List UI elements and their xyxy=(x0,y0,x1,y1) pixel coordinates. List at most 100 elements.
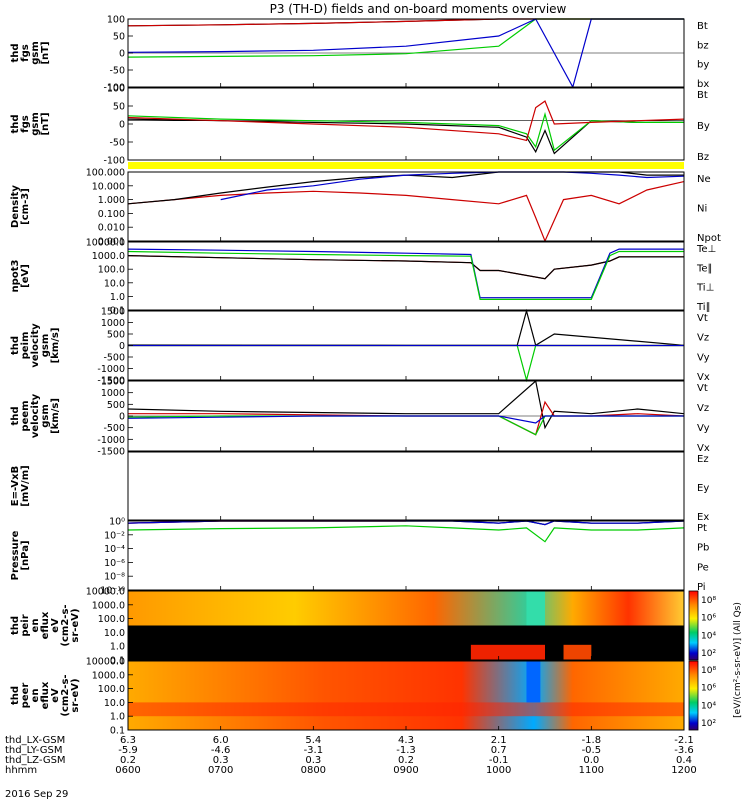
orbit-value: 5.4 xyxy=(305,735,321,746)
legend-entry: Ez xyxy=(697,454,709,465)
orbit-value: -0.5 xyxy=(582,745,602,756)
y-axis-label: eflux xyxy=(40,681,51,709)
y-axis-label: thd xyxy=(10,43,21,62)
panel-density: 100.000 10.000 1.000 0.100 0.010 0.001 Density… xyxy=(10,168,721,248)
legend-entry: Ey xyxy=(697,483,709,494)
colorbar xyxy=(688,660,699,731)
y-tick-label: -1500 xyxy=(97,376,125,387)
colorbar-tick-label: 10⁴ xyxy=(701,701,716,711)
series-line-Vz xyxy=(128,400,685,436)
legend-entry: Vz xyxy=(697,403,709,414)
y-axis-label: sr-eV) xyxy=(70,608,81,642)
y-tick-label: 1.0 xyxy=(110,642,125,653)
y-tick-label: 500 xyxy=(107,330,125,341)
y-tick-label: 0.1 xyxy=(110,726,125,737)
panel-frame xyxy=(127,520,685,591)
legend-entry: Vx xyxy=(697,443,710,454)
y-tick-label: 100.0 xyxy=(98,265,125,276)
y-tick-label: 1000.0 xyxy=(92,670,125,681)
series-line-Bz xyxy=(127,100,685,142)
series-line-bz xyxy=(127,18,684,27)
legend-entry: bz xyxy=(697,40,709,51)
series-line-Pe xyxy=(127,525,685,543)
y-tick-label: 0 xyxy=(119,341,125,352)
legend-entry: Ex xyxy=(697,512,709,523)
date-label: 2016 Sep 29 xyxy=(5,789,68,800)
heatmap-band xyxy=(563,644,592,660)
orbit-row-label: hhmm xyxy=(5,765,37,776)
orbit-value: 0.2 xyxy=(398,755,414,766)
y-axis-label: en xyxy=(30,619,41,633)
y-axis-label: [eV] xyxy=(20,264,31,288)
y-axis-label: peir xyxy=(20,614,31,636)
y-axis-label: fgs xyxy=(20,44,31,62)
legend-entry: Ne xyxy=(697,174,711,185)
legend-entry: By xyxy=(697,121,710,132)
y-tick-label: -1500 xyxy=(97,447,125,458)
y-axis-label: npot3 xyxy=(10,260,21,293)
panel-pressure: 10⁰ 10⁻² 10⁻⁴ 10⁻⁶ 10⁻⁸ 10⁻¹⁰ Pressure [nPa] Pt P… xyxy=(10,517,709,597)
orbit-value: 0.0 xyxy=(583,755,599,766)
y-tick-label: 0 xyxy=(119,49,125,60)
y-axis-label: [nT] xyxy=(40,112,51,135)
y-tick-label: 1000.0 xyxy=(92,600,125,611)
orbit-value: 1100 xyxy=(579,765,604,776)
orbit-value: -1.8 xyxy=(582,735,602,746)
orbit-value: 6.3 xyxy=(120,735,136,746)
y-tick-label: 10⁻⁶ xyxy=(104,558,125,569)
legend-entry: Te∥ xyxy=(696,263,713,274)
y-axis-label: gsm xyxy=(30,112,41,136)
orbit-value: 0800 xyxy=(301,765,326,776)
legend-entry: Bz xyxy=(697,152,709,163)
orbit-value: -4.6 xyxy=(211,745,231,756)
series-line-Vt xyxy=(127,379,685,430)
legend-entry: Vz xyxy=(697,333,709,344)
panel-peir_en_eflux: 10000.0 1000.0 100.0 10.0 1.0 0.1 thd peir en efl… xyxy=(10,587,716,667)
legend-entry: Te⊥ xyxy=(696,244,716,255)
y-tick-label: 1.000 xyxy=(98,195,125,206)
y-tick-label: 10.0 xyxy=(104,628,125,639)
legend-entry: Npot xyxy=(697,233,721,244)
y-tick-label: 500 xyxy=(107,400,125,411)
series-line-Ti∥ xyxy=(127,250,684,300)
y-tick-label: 0.1 xyxy=(110,656,125,667)
orbit-value: 0.3 xyxy=(213,755,229,766)
colorbar-tick-label: 10⁸ xyxy=(701,666,716,676)
series-line-Ne xyxy=(127,181,685,243)
series-line-Vx xyxy=(127,415,684,424)
y-axis-label: gsm xyxy=(40,334,51,358)
y-axis-label: thd xyxy=(10,336,21,355)
colorbar-tick-label: 10² xyxy=(701,649,716,659)
y-tick-label: 100.000 xyxy=(86,168,125,179)
orbit-value: 0.7 xyxy=(491,745,507,756)
y-tick-label: 0.100 xyxy=(98,209,125,220)
y-axis-label: [cm-3] xyxy=(20,188,31,225)
orbit-value: 2.1 xyxy=(491,735,507,746)
series-line-By xyxy=(127,111,684,152)
orbit-row-label: thd_LY-GSM xyxy=(5,745,62,756)
y-axis-label: E=-VxB xyxy=(10,466,21,506)
y-tick-label: 1000.0 xyxy=(92,251,125,262)
y-tick-label: 1.0 xyxy=(110,712,125,723)
legend-entry: Vy xyxy=(697,352,710,363)
y-axis-label: peem xyxy=(20,400,31,431)
y-axis-label: fgs xyxy=(20,115,31,133)
y-axis-label: gsm xyxy=(40,404,51,428)
y-tick-label: 0.010 xyxy=(98,223,125,234)
series-line-Ti⊥ xyxy=(127,248,684,299)
series-line-Bt xyxy=(127,118,684,155)
legend-entry: Vt xyxy=(697,383,708,394)
legend-entry: bx xyxy=(697,79,709,90)
y-axis-label: eflux xyxy=(40,611,51,639)
y-axis-label: velocity xyxy=(30,323,41,368)
y-axis-label: [nPa] xyxy=(20,540,31,570)
orbit-value: 1000 xyxy=(486,765,511,776)
panel-frame xyxy=(127,171,685,242)
orbit-value: 0.4 xyxy=(676,755,692,766)
y-tick-label: 50 xyxy=(113,32,125,43)
y-axis-label: peer xyxy=(20,683,31,709)
y-axis-label: (cm2-s- xyxy=(60,674,71,716)
y-axis-label: peim xyxy=(20,332,31,360)
